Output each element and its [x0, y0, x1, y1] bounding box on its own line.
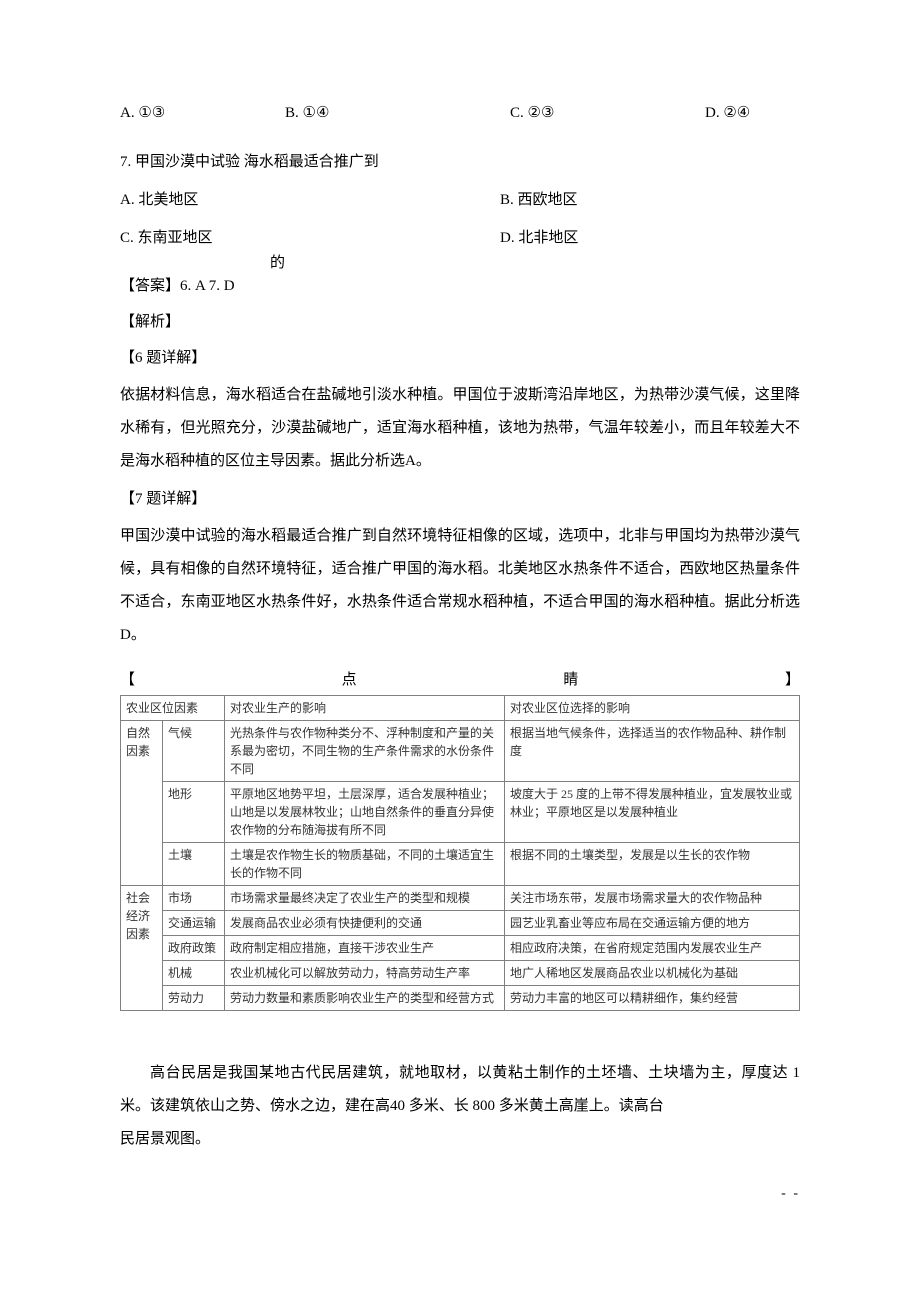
footer-marker: - - [120, 1186, 800, 1202]
table-row: 社会 经济 因素市场市场需求量最终决定了农业生产的类型和规模关注市场东带，发展市… [121, 886, 800, 911]
factor-cell: 机械 [163, 961, 225, 986]
q7-options-row2: C. 东南亚地区 的 D. 北非地区 [120, 223, 800, 261]
th-selection: 对农业区位选择的影响 [505, 696, 800, 721]
th-production: 对农业生产的影响 [225, 696, 505, 721]
passage-p1: 高台民居是我国某地古代民居建筑，就地取材，以黄粘土制作的土坯墙、土块墙为主，厚度… [120, 1057, 800, 1123]
table-row: 劳动力劳动力数量和素质影响农业生产的类型和经营方式劳动力丰富的地区可以精耕细作，… [121, 986, 800, 1011]
production-cell: 政府制定相应措施，直接干涉农业生产 [225, 936, 505, 961]
hint-char-1: 点 [342, 668, 357, 689]
answer-line: 【答案】6. A 7. D [120, 271, 800, 301]
factor-cell: 交通运输 [163, 911, 225, 936]
analysis-heading: 【解析】 [120, 307, 800, 337]
q7-detail-heading: 【7 题详解】 [120, 484, 800, 514]
q7-option-c: C. 东南亚地区 [120, 223, 500, 253]
factor-cell: 气候 [163, 721, 225, 782]
q7-interline-char: 的 [270, 251, 285, 272]
factor-cell: 地形 [163, 782, 225, 843]
selection-cell: 园艺业乳畜业等应布局在交通运输方便的地方 [505, 911, 800, 936]
factor-cell: 劳动力 [163, 986, 225, 1011]
table-header-row: 农业区位因素 对农业生产的影响 对农业区位选择的影响 [121, 696, 800, 721]
q6-option-d: D. ②④ [705, 100, 750, 127]
production-cell: 市场需求量最终决定了农业生产的类型和规模 [225, 886, 505, 911]
q6-option-c: C. ②③ [510, 100, 705, 127]
hint-char-2: 睛 [563, 668, 578, 689]
hint-bracket-right: 】 [785, 668, 800, 689]
selection-cell: 根据当地气候条件，选择适当的农作物品种、耕作制度 [505, 721, 800, 782]
selection-cell: 坡度大于 25 度的上带不得发展种植业，宜发展牧业或林业；平原地区是以发展种植业 [505, 782, 800, 843]
q7-option-a: A. 北美地区 [120, 185, 500, 215]
q6-options: A. ①③ B. ①④ C. ②③ D. ②④ [120, 100, 800, 127]
q7-option-b: B. 西欧地区 [500, 185, 800, 215]
q7-options-row1: A. 北美地区 B. 西欧地区 [120, 185, 800, 223]
table-row: 自然 因素气候光热条件与农作物种类分不、浮种制度和产量的关系最为密切，不同生物的… [121, 721, 800, 782]
table-row: 土壤土壤是农作物生长的物质基础，不同的土壤适宜生长的作物不同根据不同的土壤类型，… [121, 843, 800, 886]
production-cell: 发展商品农业必须有快捷便利的交通 [225, 911, 505, 936]
category-cell: 社会 经济 因素 [121, 886, 163, 1011]
table-row: 机械农业机械化可以解放劳动力，特高劳动生产率地广人稀地区发展商品农业以机械化为基… [121, 961, 800, 986]
production-cell: 光热条件与农作物种类分不、浮种制度和产量的关系最为密切，不同生物的生产条件需求的… [225, 721, 505, 782]
factor-cell: 政府政策 [163, 936, 225, 961]
selection-cell: 关注市场东带，发展市场需求量大的农作物品种 [505, 886, 800, 911]
th-factor: 农业区位因素 [121, 696, 225, 721]
passage-p2: 民居景观图。 [120, 1123, 800, 1156]
hint-bracket-left: 【 [120, 668, 135, 689]
q6-option-b: B. ①④ [285, 100, 510, 127]
factor-cell: 市场 [163, 886, 225, 911]
production-cell: 农业机械化可以解放劳动力，特高劳动生产率 [225, 961, 505, 986]
table-row: 地形平原地区地势平坦，土层深厚，适合发展种植业；山地是以发展林牧业；山地自然条件… [121, 782, 800, 843]
hint-heading: 【 点 睛 】 [120, 668, 800, 689]
production-cell: 平原地区地势平坦，土层深厚，适合发展种植业；山地是以发展林牧业；山地自然条件的垂… [225, 782, 505, 843]
selection-cell: 地广人稀地区发展商品农业以机械化为基础 [505, 961, 800, 986]
q7-stem: 7. 甲国沙漠中试验 海水稻最适合推广到 [120, 147, 800, 177]
production-cell: 土壤是农作物生长的物质基础，不同的土壤适宜生长的作物不同 [225, 843, 505, 886]
q6-option-a: A. ①③ [120, 100, 285, 127]
selection-cell: 相应政府决策，在省府规定范围内发展农业生产 [505, 936, 800, 961]
table-row: 政府政策政府制定相应措施，直接干涉农业生产相应政府决策，在省府规定范围内发展农业… [121, 936, 800, 961]
factor-cell: 土壤 [163, 843, 225, 886]
category-cell: 自然 因素 [121, 721, 163, 886]
factors-table: 农业区位因素 对农业生产的影响 对农业区位选择的影响 自然 因素气候光热条件与农… [120, 695, 800, 1011]
selection-cell: 根据不同的土壤类型，发展是以生长的农作物 [505, 843, 800, 886]
q7-detail-body: 甲国沙漠中试验的海水稻最适合推广到自然环境特征相像的区域，选项中，北非与甲国均为… [120, 520, 800, 652]
q6-detail-body: 依据材料信息，海水稻适合在盐碱地引淡水种植。甲国位于波斯湾沿岸地区，为热带沙漠气… [120, 379, 800, 478]
selection-cell: 劳动力丰富的地区可以精耕细作，集约经营 [505, 986, 800, 1011]
q7-option-d: D. 北非地区 [500, 223, 800, 253]
q6-detail-heading: 【6 题详解】 [120, 343, 800, 373]
table-row: 交通运输发展商品农业必须有快捷便利的交通园艺业乳畜业等应布局在交通运输方便的地方 [121, 911, 800, 936]
production-cell: 劳动力数量和素质影响农业生产的类型和经营方式 [225, 986, 505, 1011]
